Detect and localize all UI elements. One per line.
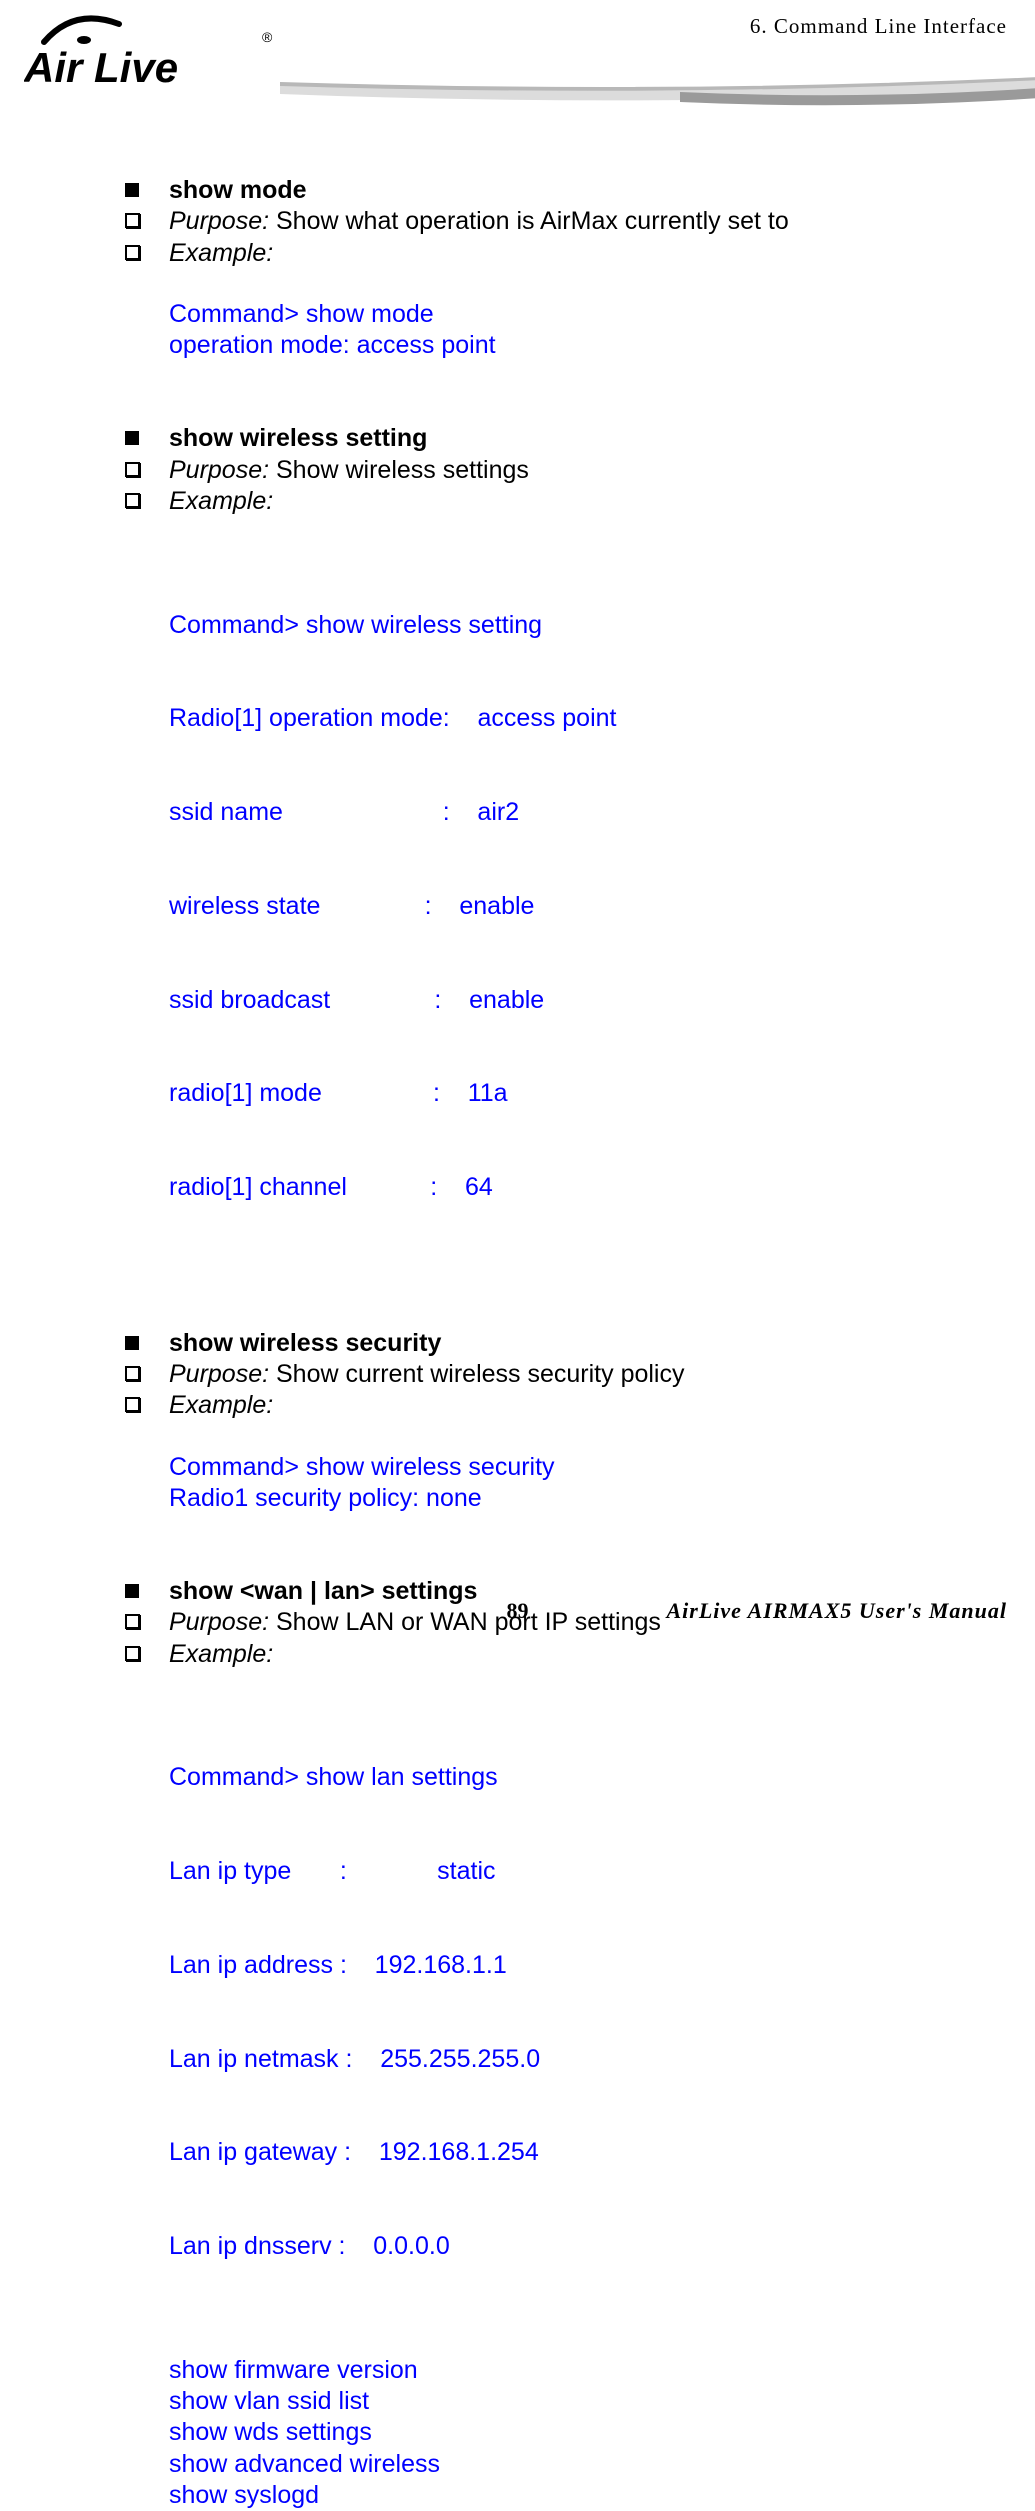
cli-line: Command> show wireless setting — [169, 610, 965, 641]
cli-line: show wds settings — [169, 2417, 965, 2448]
hollow-square-icon — [125, 493, 140, 508]
example-label: Example: — [169, 238, 273, 269]
square-bullet-icon — [125, 1336, 139, 1350]
square-bullet-icon — [125, 1584, 139, 1598]
cmd-title-row: show wireless setting — [125, 423, 965, 454]
purpose-label: Purpose: — [169, 207, 269, 235]
hollow-square-icon — [125, 245, 140, 260]
cli-output: Command> show lan settings Lan ip type :… — [169, 1700, 965, 2325]
purpose-text: Show LAN or WAN port IP settings — [269, 1608, 661, 1636]
purpose-row: Purpose: Show what operation is AirMax c… — [125, 206, 965, 237]
example-label: Example: — [169, 486, 273, 517]
cli-line: radio[1] mode : 11a — [169, 1078, 965, 1109]
cli-line: Radio[1] operation mode: access point — [169, 703, 965, 734]
cli-line: operation mode: access point — [169, 330, 965, 361]
square-bullet-icon — [125, 431, 139, 445]
cli-output: Command> show mode operation mode: acces… — [169, 299, 965, 362]
purpose-line: Purpose: Show what operation is AirMax c… — [169, 206, 789, 237]
cli-line: Lan ip dnsserv : 0.0.0.0 — [169, 2231, 965, 2262]
square-bullet-icon — [125, 183, 139, 197]
chapter-label: 6. Command Line Interface — [750, 14, 1007, 39]
hollow-square-icon — [125, 1366, 140, 1381]
hollow-square-icon — [125, 1646, 140, 1661]
page-content: show mode Purpose: Show what operation i… — [125, 175, 965, 2511]
purpose-label: Purpose: — [169, 456, 269, 484]
cmd-title: show mode — [169, 175, 307, 206]
cmd-title: show <wan | lan> settings — [169, 1576, 477, 1607]
purpose-line: Purpose: Show wireless settings — [169, 455, 529, 486]
cli-line: Command> show lan settings — [169, 1762, 965, 1793]
purpose-label: Purpose: — [169, 1608, 269, 1636]
purpose-label: Purpose: — [169, 1360, 269, 1388]
cmd-title: show wireless setting — [169, 423, 427, 454]
hollow-square-icon — [125, 462, 140, 477]
example-row: Example: — [125, 1390, 965, 1421]
logo: Air Live ® — [24, 12, 284, 97]
cli-line: Lan ip address : 192.168.1.1 — [169, 1950, 965, 1981]
header-divider — [280, 74, 1035, 119]
cli-line: show vlan ssid list — [169, 2386, 965, 2417]
cli-line: Command> show mode — [169, 299, 965, 330]
page-number: 89 — [507, 1598, 529, 1624]
cli-line: show firmware version — [169, 2355, 965, 2386]
hollow-square-icon — [125, 1614, 140, 1629]
example-label: Example: — [169, 1390, 273, 1421]
cli-output: Command> show wireless security Radio1 s… — [169, 1452, 965, 1515]
cli-line: show syslogd — [169, 2480, 965, 2511]
purpose-text: Show current wireless security policy — [269, 1360, 684, 1388]
cli-line: ssid name : air2 — [169, 797, 965, 828]
cmd-title: show wireless security — [169, 1328, 441, 1359]
cmd-title-row: show wireless security — [125, 1328, 965, 1359]
cli-line: wireless state : enable — [169, 891, 965, 922]
example-label: Example: — [169, 1639, 273, 1670]
cli-line: Command> show wireless security — [169, 1452, 965, 1483]
page-header: 6. Command Line Interface Air Live ® — [0, 0, 1035, 110]
example-row: Example: — [125, 1639, 965, 1670]
purpose-row: Purpose: Show current wireless security … — [125, 1359, 965, 1390]
cli-line: radio[1] channel : 64 — [169, 1172, 965, 1203]
hollow-square-icon — [125, 1397, 140, 1412]
example-row: Example: — [125, 238, 965, 269]
example-row: Example: — [125, 486, 965, 517]
cli-line: ssid broadcast : enable — [169, 985, 965, 1016]
cli-line: Radio1 security policy: none — [169, 1483, 965, 1514]
purpose-text: Show wireless settings — [269, 456, 529, 484]
cmd-title-row: show mode — [125, 175, 965, 206]
cli-output: Command> show wireless setting Radio[1] … — [169, 547, 965, 1266]
cli-line: Lan ip type : static — [169, 1856, 965, 1887]
logo-registered: ® — [262, 29, 273, 45]
hollow-square-icon — [125, 213, 140, 228]
cli-line: Lan ip netmask : 255.255.255.0 — [169, 2044, 965, 2075]
cli-line: show advanced wireless — [169, 2449, 965, 2480]
manual-title: AirLive AIRMAX5 User's Manual — [666, 1598, 1007, 1624]
purpose-text: Show what operation is AirMax currently … — [269, 207, 789, 235]
purpose-line: Purpose: Show current wireless security … — [169, 1359, 684, 1390]
logo-text: Air Live — [24, 44, 178, 91]
purpose-row: Purpose: Show wireless settings — [125, 455, 965, 486]
cli-output-extra: show firmware version show vlan ssid lis… — [169, 2355, 965, 2511]
cli-line: Lan ip gateway : 192.168.1.254 — [169, 2137, 965, 2168]
purpose-line: Purpose: Show LAN or WAN port IP setting… — [169, 1607, 661, 1638]
